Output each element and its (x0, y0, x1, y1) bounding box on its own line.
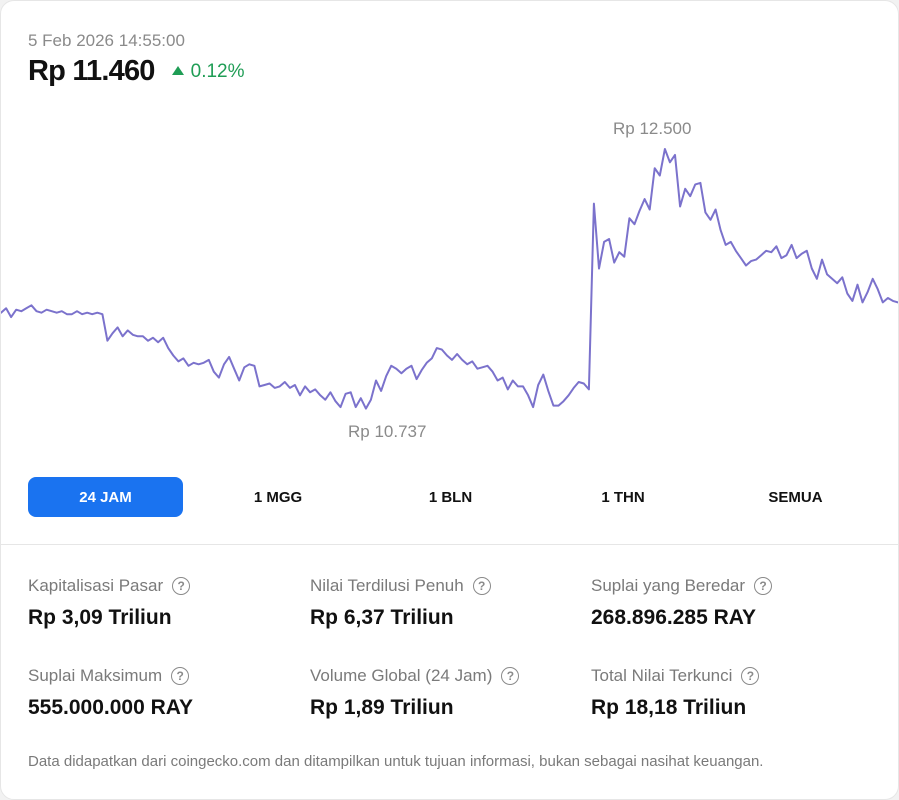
chart-high-label: Rp 12.500 (613, 119, 692, 138)
stat-label: Suplai yang Beredar (591, 576, 746, 595)
tab-semua[interactable]: SEMUA (768, 488, 823, 506)
price-line (1, 148, 898, 410)
stat-tvl: Total Nilai Terkunci ? Rp 18,18 Triliun (591, 666, 760, 720)
price-change: 0.12% (171, 60, 245, 83)
help-icon[interactable]: ? (172, 577, 191, 595)
stat-fdv: Nilai Terdilusi Penuh ? Rp 6,37 Triliun (310, 576, 491, 630)
price-change-value: 0.12% (190, 60, 245, 82)
current-price: Rp 11.460 (28, 55, 155, 87)
stat-value: Rp 3,09 Triliun (28, 606, 172, 629)
stat-label: Nilai Terdilusi Penuh (310, 576, 464, 595)
tab-1-thn[interactable]: 1 THN (601, 488, 645, 506)
stat-label: Suplai Maksimum (28, 666, 163, 685)
stat-value: 268.896.285 RAY (591, 606, 757, 629)
tab-1-bln[interactable]: 1 BLN (428, 488, 473, 506)
stat-value: 555.000.000 RAY (28, 696, 194, 719)
price-timestamp: 5 Feb 2026 14:55:00 (28, 31, 185, 50)
help-icon[interactable]: ? (754, 577, 773, 595)
stat-circulating-supply: Suplai yang Beredar ? 268.896.285 RAY (591, 576, 773, 630)
stat-label: Volume Global (24 Jam) (310, 666, 493, 685)
stat-value: Rp 1,89 Triliun (310, 696, 454, 719)
stat-label: Kapitalisasi Pasar (28, 576, 164, 595)
stat-value: Rp 6,37 Triliun (310, 606, 454, 629)
time-range-tabs: 24 JAM 1 MGG 1 BLN 1 THN SEMUA (28, 477, 873, 517)
divider (1, 544, 898, 545)
chart-low-label: Rp 10.737 (348, 422, 427, 441)
stat-label: Total Nilai Terkunci (591, 666, 733, 685)
tab-24-jam[interactable]: 24 JAM (28, 477, 183, 517)
stat-market-cap: Kapitalisasi Pasar ? Rp 3,09 Triliun (28, 576, 191, 630)
stat-max-supply: Suplai Maksimum ? 555.000.000 RAY (28, 666, 193, 720)
tab-1-mgg[interactable]: 1 MGG (253, 488, 303, 506)
help-icon[interactable]: ? (171, 667, 190, 685)
help-icon[interactable]: ? (741, 667, 760, 685)
help-icon[interactable]: ? (501, 667, 520, 685)
price-row: Rp 11.460 0.12% (28, 55, 245, 88)
stat-value: Rp 18,18 Triliun (591, 696, 747, 719)
stat-global-volume: Volume Global (24 Jam) ? Rp 1,89 Triliun (310, 666, 520, 720)
help-icon[interactable]: ? (472, 577, 491, 595)
disclaimer-text: Data didapatkan dari coingecko.com dan d… (28, 753, 764, 770)
triangle-up-icon (171, 66, 184, 75)
price-chart[interactable] (1, 111, 899, 451)
